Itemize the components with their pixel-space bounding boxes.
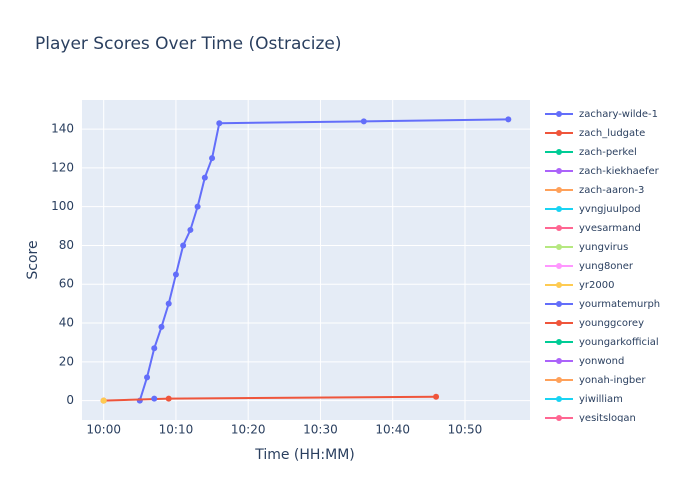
legend-label[interactable]: zach-aaron-3 xyxy=(579,185,644,196)
x-tick-label: 10:00 xyxy=(86,423,121,437)
legend-marker xyxy=(556,206,562,212)
data-point xyxy=(165,395,172,402)
data-point xyxy=(433,393,440,400)
legend-label[interactable]: zachary-wilde-1 xyxy=(579,109,658,120)
data-point xyxy=(172,271,179,278)
y-tick-label: 100 xyxy=(51,199,74,213)
legend-marker xyxy=(556,187,562,193)
data-point xyxy=(216,120,223,127)
legend: zachary-wilde-1 zach_ludgate zach-perkel za… xyxy=(545,109,660,424)
legend-label[interactable]: yr2000 xyxy=(579,280,614,291)
y-axis-title: Score xyxy=(25,240,41,279)
legend-label[interactable]: yonwond xyxy=(579,356,624,367)
legend-label[interactable]: yungvirus xyxy=(579,242,628,253)
chart-title: Player Scores Over Time (Ostracize) xyxy=(35,34,342,54)
x-tick-label: 10:40 xyxy=(375,423,410,437)
legend-marker xyxy=(556,301,562,307)
legend-marker xyxy=(556,282,562,288)
y-tick-label: 120 xyxy=(51,160,74,174)
data-point xyxy=(151,345,158,352)
legend-marker xyxy=(556,377,562,383)
y-tick-label: 40 xyxy=(59,316,74,330)
legend-marker xyxy=(556,396,562,402)
x-tick-label: 10:30 xyxy=(303,423,338,437)
legend-marker xyxy=(556,225,562,231)
legend-marker xyxy=(556,111,562,117)
legend-label[interactable]: zach-kiekhaefer xyxy=(579,166,660,177)
legend-label[interactable]: yiwilliam xyxy=(579,394,623,405)
legend-marker xyxy=(556,149,562,155)
data-point xyxy=(144,374,151,381)
data-point xyxy=(165,300,172,307)
data-point xyxy=(180,242,187,249)
legend-marker xyxy=(556,320,562,326)
legend-label[interactable]: yung8oner xyxy=(579,261,634,272)
data-point xyxy=(201,174,208,181)
legend-label[interactable]: yourmatemurph xyxy=(579,299,660,310)
legend-label[interactable]: younggcorey xyxy=(579,318,644,329)
legend-marker xyxy=(556,339,562,345)
data-point xyxy=(360,118,367,125)
data-point xyxy=(505,116,512,123)
series-line xyxy=(138,118,509,401)
y-tick-label: 0 xyxy=(66,393,74,407)
data-point xyxy=(194,203,201,210)
y-tick-label: 140 xyxy=(51,122,74,136)
legend-marker xyxy=(556,263,562,269)
y-tick-label: 60 xyxy=(59,277,74,291)
x-tick-label: 10:10 xyxy=(159,423,194,437)
legend-label[interactable]: yvesarmand xyxy=(579,223,641,234)
legend-marker xyxy=(556,168,562,174)
data-point xyxy=(158,323,165,330)
legend-label[interactable]: zach_ludgate xyxy=(579,128,645,139)
x-axis-title: Time (HH:MM) xyxy=(254,447,355,463)
legend-marker xyxy=(556,244,562,250)
legend-marker xyxy=(556,130,562,136)
y-tick-label: 20 xyxy=(59,354,74,368)
data-point xyxy=(187,226,194,233)
plot-area xyxy=(82,100,530,420)
legend-label[interactable]: yvngjuulpod xyxy=(579,204,641,215)
data-point xyxy=(151,395,158,402)
x-tick-label: 10:20 xyxy=(231,423,266,437)
legend-label[interactable]: yesitslogan xyxy=(579,413,636,424)
legend-marker xyxy=(556,415,562,421)
legend-marker xyxy=(556,358,562,364)
legend-label[interactable]: zach-perkel xyxy=(579,147,637,158)
x-tick-label: 10:50 xyxy=(448,423,483,437)
legend-label[interactable]: yonah-ingber xyxy=(579,375,646,386)
y-tick-label: 80 xyxy=(59,238,74,252)
data-point xyxy=(100,397,107,404)
legend-label[interactable]: youngarkofficial xyxy=(579,337,659,348)
data-point xyxy=(209,155,216,162)
